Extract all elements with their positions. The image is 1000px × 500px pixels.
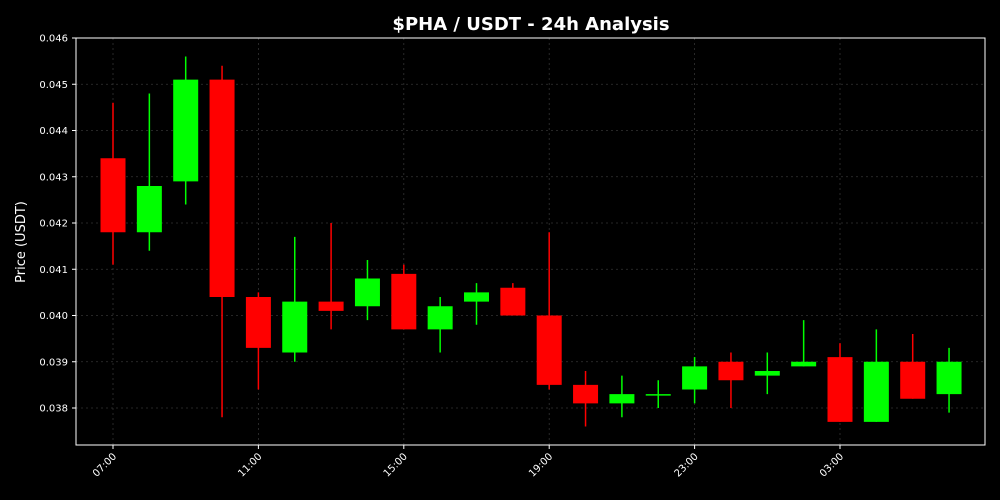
candle-down	[718, 352, 744, 408]
candle-up	[427, 297, 453, 353]
candle-up	[936, 347, 962, 413]
candle-body	[427, 306, 453, 330]
candle-up	[354, 260, 380, 321]
candle-body	[791, 361, 817, 367]
candle-down	[536, 232, 562, 390]
candle-body	[318, 301, 344, 311]
chart-title: $PHA / USDT - 24h Analysis	[392, 14, 669, 35]
y-tick-label: 0.046	[39, 34, 68, 45]
candle-body	[136, 186, 162, 233]
candle-body	[573, 384, 599, 404]
candle-body	[464, 292, 489, 302]
candle-up	[863, 329, 889, 422]
candle-up	[645, 380, 671, 408]
y-tick-label: 0.043	[39, 172, 68, 183]
candle-body	[863, 361, 889, 422]
candle-body	[682, 366, 708, 390]
candle-up	[464, 283, 489, 325]
candle-up	[173, 56, 199, 205]
candle-body	[500, 287, 526, 316]
candle-down	[573, 371, 599, 427]
candle-body	[354, 278, 380, 307]
y-axis-ticks: 0.038 0.039 0.040 0.041 0.042 0.043 0.044 0.045…	[39, 34, 76, 415]
candle-up	[136, 93, 162, 251]
candle-up	[682, 357, 708, 404]
candle-body	[245, 297, 271, 348]
y-axis-label: Price (USDT)	[14, 201, 29, 283]
candle-body	[718, 361, 744, 381]
candle-up	[609, 375, 635, 418]
candle-body	[645, 394, 671, 396]
candle-down	[827, 343, 853, 422]
candles-group	[100, 56, 962, 427]
candle-down	[245, 292, 271, 390]
candle-body	[282, 301, 308, 353]
candle-body	[536, 315, 562, 385]
candle-up	[282, 236, 308, 362]
y-tick-label: 0.044	[39, 126, 68, 137]
candle-down	[900, 334, 926, 399]
candle-down	[391, 264, 417, 330]
candle-down	[500, 283, 526, 316]
y-tick-label: 0.039	[39, 357, 68, 368]
y-tick-label: 0.042	[39, 219, 68, 230]
candle-down	[318, 223, 344, 330]
y-tick-label: 0.045	[39, 80, 68, 91]
candle-body	[754, 371, 780, 376]
candle-body	[100, 158, 126, 233]
candle-up	[791, 320, 817, 367]
candle-body	[936, 361, 962, 395]
candle-body	[391, 273, 417, 330]
candle-body	[173, 79, 199, 182]
candle-down	[209, 65, 235, 418]
y-tick-label: 0.040	[39, 311, 68, 322]
candle-body	[609, 394, 635, 404]
candle-body	[900, 361, 926, 399]
plot-area-frame	[75, 37, 986, 446]
candle-down	[100, 102, 126, 265]
y-tick-label: 0.041	[39, 265, 68, 276]
candle-body	[827, 357, 853, 422]
candle-body	[209, 79, 235, 297]
candle-up	[754, 352, 780, 395]
y-tick-label: 0.038	[39, 404, 68, 415]
